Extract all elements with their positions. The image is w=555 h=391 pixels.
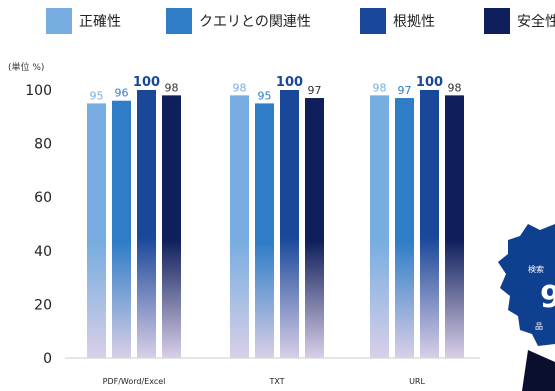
bar-relevance [112,100,131,358]
y-tick-label: 80 [34,137,52,153]
y-tick-label: 20 [34,297,52,313]
badge-seal-shape [498,224,555,346]
y-tick-label: 100 [25,83,52,99]
x-axis-ticks: PDF/Word/Excel TXT URL [103,377,426,386]
bar-value-label: 98 [233,81,247,94]
bar-value-label: 96 [115,87,129,100]
legend-item-safety: 安全性 [484,8,555,34]
x-tick-label: TXT [268,377,284,386]
bar-grounding [280,90,299,358]
legend-swatch-grounding [360,8,386,34]
bar-value-label: 98 [165,81,179,94]
bar-value-label: 97 [398,84,412,97]
bar-accuracy [87,103,106,359]
bar-grounding [137,90,156,358]
badge-ribbon [522,350,555,391]
bar-value-label: 100 [416,75,443,90]
legend-label-accuracy: 正確性 [79,14,121,30]
badge-text-bottom: 品 [535,322,543,331]
badge-text-big: 9 [540,280,555,315]
legend-item-relevance: クエリとの関連性 [166,8,311,34]
quality-badge: 検索 9 品 [498,224,555,391]
bar-value-label: 97 [308,84,322,97]
bar-value-label: 100 [276,75,303,90]
bar-value-label: 95 [258,89,272,102]
bar-relevance [255,103,274,359]
legend-swatch-accuracy [46,8,72,34]
y-tick-label: 0 [43,351,52,367]
legend-item-accuracy: 正確性 [46,8,121,34]
y-tick-label: 60 [34,190,52,206]
x-tick-label: PDF/Word/Excel [103,377,166,386]
bar-value-label: 100 [133,75,160,90]
x-tick-label: URL [409,377,425,386]
legend-label-grounding: 根拠性 [393,14,435,30]
bar-grounding [420,90,439,358]
legend-item-grounding: 根拠性 [360,8,435,34]
badge-text-top: 検索 [528,264,544,274]
legend-label-safety: 安全性 [517,14,555,30]
unit-label: (単位 %) [8,63,45,73]
y-axis-ticks: 0 20 40 60 80 100 [25,83,52,367]
legend-label-relevance: クエリとの関連性 [199,14,311,30]
bar-safety [305,98,324,358]
legend-swatch-relevance [166,8,192,34]
bar-value-label: 98 [448,81,462,94]
bar-value-label: 95 [90,89,104,102]
bar-safety [162,95,181,359]
bar-accuracy [230,95,249,359]
y-tick-label: 40 [34,244,52,260]
bar-safety [445,95,464,359]
bar-relevance [395,98,414,358]
bar-accuracy [370,95,389,359]
bar-value-label: 98 [373,81,387,94]
bars: 95 96 100 98 98 95 100 97 98 97 100 98 [87,75,464,359]
legend-swatch-safety [484,8,510,34]
